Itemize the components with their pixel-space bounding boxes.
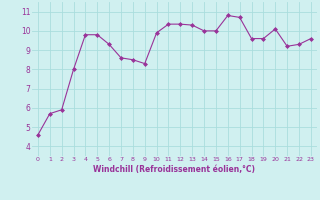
X-axis label: Windchill (Refroidissement éolien,°C): Windchill (Refroidissement éolien,°C) bbox=[93, 165, 255, 174]
